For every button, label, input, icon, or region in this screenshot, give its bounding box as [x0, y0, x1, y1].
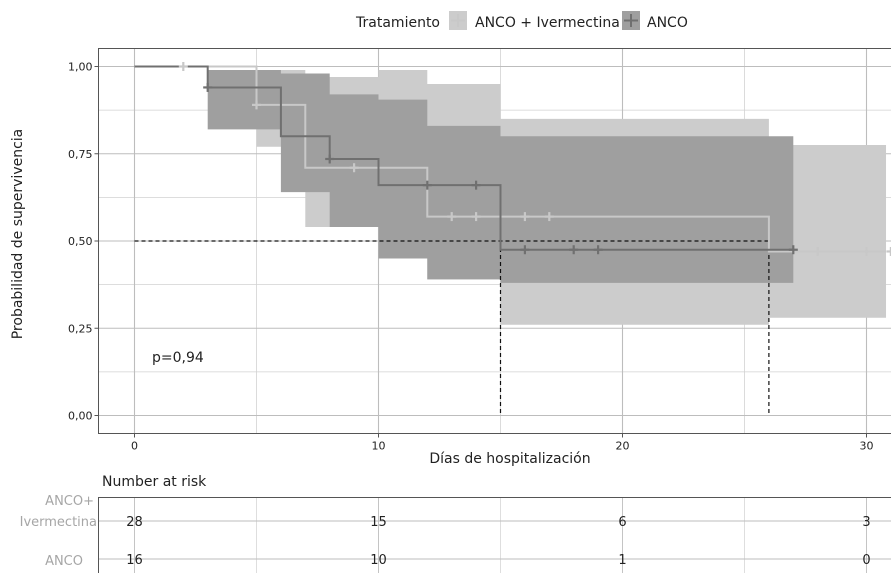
- censor-mark-anco-ivermectina: [252, 100, 261, 110]
- survival-curve-anco-ivermectina: [134, 65, 887, 253]
- legend: Tratamiento ANCO + Ivermectina ANCO: [355, 11, 688, 31]
- risk-table-grid: [98, 497, 891, 573]
- y-tick-label: 0,25: [68, 322, 93, 335]
- censor-marks: [178, 62, 891, 256]
- censor-mark-anco-ivermectina: [813, 246, 823, 256]
- x-tick-label: 20: [616, 440, 630, 453]
- confidence-bands: [134, 66, 887, 325]
- risk-table-values: 28 15 6 316 10 1 0: [126, 515, 870, 568]
- censor-mark-anco: [569, 245, 579, 255]
- risk-row-anco-value: 10: [370, 553, 387, 568]
- censor-mark-anco: [593, 245, 603, 255]
- censor-mark-anco-ivermectina: [471, 212, 481, 222]
- p-value: p=0,94: [152, 350, 204, 366]
- y-tick-label: 1,00: [68, 61, 93, 74]
- risk-table-border: [98, 497, 891, 573]
- plot-panel: p=0,94: [98, 48, 891, 434]
- y-tick-label: 0,75: [68, 148, 93, 161]
- legend-key-anco-ivermectina: [449, 11, 467, 30]
- risk-row-anco-ivermectina-value: 15: [370, 515, 387, 530]
- censor-mark-anco-ivermectina: [178, 62, 188, 71]
- x-axis-ticks: 0 10 20 30: [131, 433, 874, 453]
- x-tick-label: 0: [131, 440, 138, 453]
- y-axis-ticks: 0,00 0,25 0,50 0,75 1,00: [68, 61, 99, 423]
- risk-row-anco-ivermectina-value: 3: [862, 515, 870, 530]
- risk-row-anco-ivermectina-value: 28: [126, 515, 143, 530]
- legend-label-anco: ANCO: [647, 15, 688, 31]
- risk-table: Number at risk ANCO+ Ivermectina ANCO 28…: [20, 474, 891, 573]
- censor-mark-anco: [203, 82, 213, 92]
- legend-label-anco-ivermectina: ANCO + Ivermectina: [475, 15, 620, 31]
- censor-mark-anco: [471, 180, 481, 190]
- censor-mark-anco-ivermectina: [862, 246, 871, 256]
- risk-row-anco-value: 0: [862, 553, 870, 568]
- legend-key-anco: [622, 11, 640, 30]
- risk-table-title: Number at risk: [102, 474, 207, 490]
- censor-mark-anco-ivermectina: [544, 212, 554, 222]
- x-axis-label: Días de hospitalización: [429, 451, 590, 467]
- y-tick-label: 0,50: [68, 235, 93, 248]
- censor-mark-anco: [422, 180, 432, 190]
- censor-mark-anco: [325, 154, 335, 164]
- censor-mark-anco-ivermectina: [447, 212, 457, 222]
- median-lines: [134, 240, 770, 416]
- censor-mark-anco: [788, 245, 798, 255]
- risk-row-name-anco-ivermectina-line1: ANCO+: [45, 494, 94, 509]
- risk-row-name-anco: ANCO: [45, 554, 83, 569]
- y-axis-label: Probabilidad de supervivencia: [10, 129, 26, 340]
- censor-mark-anco-ivermectina: [886, 246, 891, 256]
- x-tick-label: 30: [860, 440, 874, 453]
- censor-mark-anco-ivermectina: [349, 163, 359, 173]
- x-tick-label: 10: [372, 440, 386, 453]
- risk-row-anco-value: 16: [126, 553, 143, 568]
- confidence-band-anco: [134, 66, 794, 325]
- risk-row-anco-value: 1: [618, 553, 626, 568]
- censor-mark-anco: [520, 245, 530, 255]
- risk-row-anco-ivermectina-value: 6: [618, 515, 626, 530]
- censor-mark-anco-ivermectina: [520, 212, 530, 222]
- legend-title: Tratamiento: [355, 15, 440, 31]
- y-tick-label: 0,00: [68, 410, 93, 423]
- risk-row-name-anco-ivermectina-line2: Ivermectina: [20, 515, 97, 530]
